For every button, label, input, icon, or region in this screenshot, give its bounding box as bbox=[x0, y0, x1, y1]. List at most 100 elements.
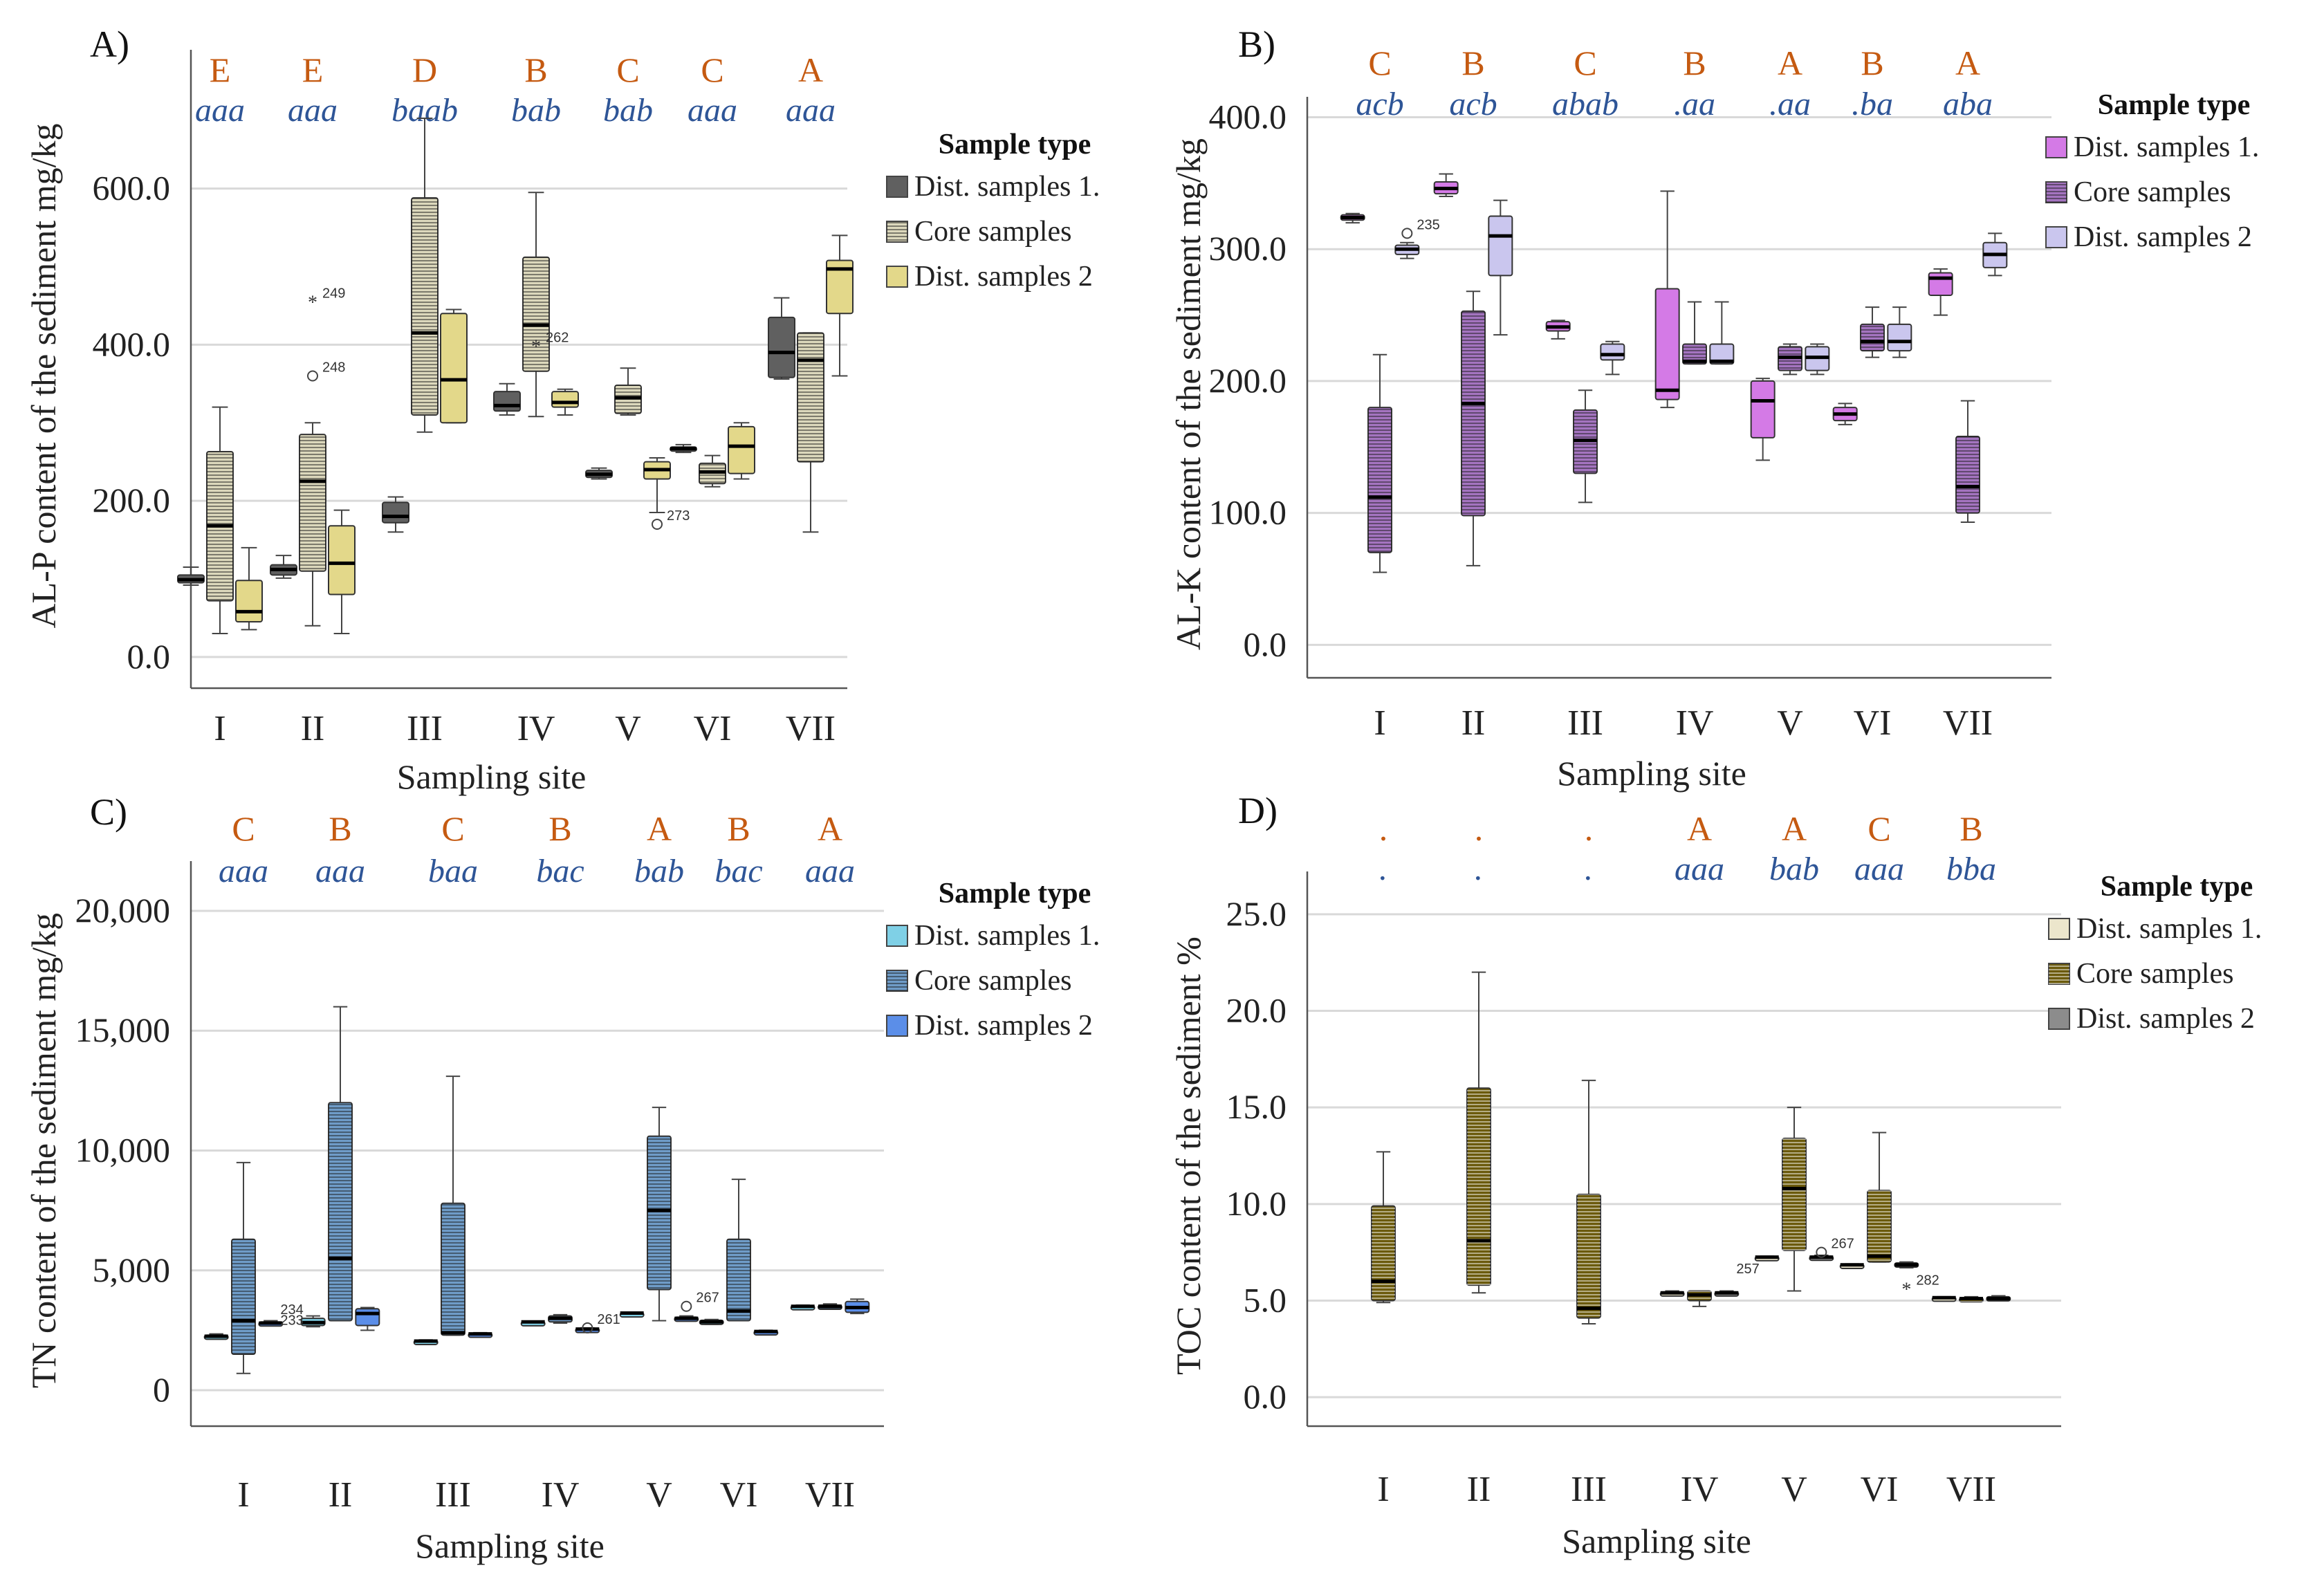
box-core-samples-iv bbox=[522, 192, 550, 418]
outlier-label: 234 bbox=[280, 1302, 303, 1318]
category-label-vi: VI bbox=[1861, 1470, 1899, 1509]
box-dist-samples-1--iv bbox=[520, 1320, 546, 1327]
box-core-samples-vii bbox=[1959, 1295, 1984, 1303]
box-body bbox=[493, 391, 521, 412]
outlier-label: 235 bbox=[1417, 217, 1439, 232]
outlier-label: 273 bbox=[667, 508, 690, 524]
legend-swatch bbox=[886, 266, 908, 288]
legend-label: Core samples bbox=[2074, 176, 2231, 208]
box-core-samples-ii bbox=[299, 422, 326, 627]
y-tick-label: 15,000 bbox=[75, 1010, 171, 1049]
box-dist-samples-1--ii bbox=[1433, 173, 1459, 197]
box-core-samples-v bbox=[647, 1107, 672, 1322]
legend-title: Sample type bbox=[2098, 89, 2251, 121]
sample-type-letters: bab bbox=[634, 853, 684, 889]
category-label-iii: III bbox=[1571, 1470, 1607, 1509]
category-label-ii: II bbox=[1467, 1470, 1491, 1509]
site-group-letter: A bbox=[798, 50, 823, 89]
sample-type-letters: aaa bbox=[315, 853, 365, 889]
site-group-letter: . bbox=[1379, 809, 1388, 848]
outlier-marker bbox=[1816, 1246, 1827, 1258]
category-label-ii: II bbox=[329, 1475, 353, 1515]
box-dist-samples-1--i bbox=[177, 566, 205, 587]
site-group-letter: B bbox=[727, 809, 750, 848]
box-core-samples-vi bbox=[699, 454, 726, 488]
box-core-samples-v bbox=[614, 367, 642, 416]
box-body bbox=[382, 501, 409, 524]
box-dist-samples-2-iv bbox=[1714, 1290, 1740, 1297]
box-dist-samples-1--vi bbox=[699, 1318, 724, 1325]
sample-type-letters: bac bbox=[536, 853, 584, 889]
site-group-letter: C bbox=[616, 50, 639, 89]
box-hatch bbox=[299, 434, 326, 571]
category-label-vii: VII bbox=[805, 1475, 855, 1515]
box-dist-samples-2-ii bbox=[355, 1307, 380, 1331]
category-label-i: I bbox=[1374, 703, 1385, 743]
box-core-samples-iii bbox=[411, 118, 439, 433]
sample-type-letters: acb bbox=[1449, 86, 1497, 122]
box-dist-samples-1--iv bbox=[493, 382, 521, 416]
box-dist-samples-2-vii bbox=[826, 234, 854, 377]
box-hatch bbox=[1868, 1190, 1891, 1262]
category-label-i: I bbox=[1377, 1470, 1389, 1509]
y-axis-title: AL-K content of the sediment mg/kg bbox=[1169, 138, 1208, 650]
y-tick-label: 0.0 bbox=[127, 637, 171, 676]
site-group-letter: B bbox=[548, 809, 571, 848]
site-group-letter: B bbox=[1683, 44, 1706, 82]
box-dist-samples-2-iii bbox=[1600, 340, 1625, 376]
box-core-samples-ii bbox=[1466, 971, 1491, 1294]
site-group-letter: C bbox=[1868, 809, 1890, 848]
category-label-iii: III bbox=[407, 709, 443, 748]
outlier-label: 267 bbox=[1831, 1237, 1854, 1252]
box-dist-samples-1--vii bbox=[768, 297, 795, 380]
legend-label: Dist. samples 2 bbox=[2074, 221, 2252, 253]
sample-type-letters: .aa bbox=[1674, 86, 1715, 122]
box-dist-samples-2-vii bbox=[845, 1298, 870, 1315]
box-dist-samples-1--ii bbox=[300, 1315, 326, 1328]
box-hatch bbox=[412, 198, 438, 415]
legend-swatch bbox=[2048, 918, 2070, 940]
box-core-samples-ii bbox=[1461, 290, 1486, 566]
category-label-vii: VII bbox=[1943, 703, 1993, 743]
sample-type-letters: aaa bbox=[288, 92, 338, 129]
box-dist-samples-2-ii bbox=[328, 509, 356, 634]
box-core-samples-iii bbox=[1573, 389, 1598, 504]
sample-type-letters: aaa bbox=[1675, 851, 1724, 887]
y-tick-label: 200.0 bbox=[93, 481, 171, 519]
box-dist-samples-1--v bbox=[585, 467, 613, 480]
sample-type-letters: aaa bbox=[195, 92, 245, 129]
box-hatch bbox=[441, 1203, 465, 1336]
category-label-ii: II bbox=[1461, 703, 1486, 743]
sample-type-letters: aba bbox=[1943, 86, 1993, 122]
box-dist-samples-1--vi bbox=[1832, 403, 1858, 425]
outlier-marker: * bbox=[531, 337, 541, 358]
box-dist-samples-1--iii bbox=[382, 496, 409, 533]
outlier-marker bbox=[652, 518, 663, 530]
box-body bbox=[235, 580, 263, 623]
legend-swatch-hatch bbox=[2049, 963, 2069, 984]
legend-label: Dist. samples 1. bbox=[2076, 913, 2262, 945]
y-axis-title: AL-P content of the sediment mg/kg bbox=[24, 124, 63, 629]
site-group-letter: B bbox=[329, 809, 351, 848]
site-group-letter: A bbox=[1782, 809, 1807, 848]
box-core-samples-vi bbox=[1867, 1132, 1892, 1263]
box-dist-samples-1--i bbox=[1340, 212, 1365, 224]
category-label-v: V bbox=[646, 1475, 672, 1515]
y-tick-label: 0 bbox=[153, 1370, 170, 1409]
sample-type-letters: aaa bbox=[786, 92, 836, 129]
panel-label: D) bbox=[1238, 790, 1278, 831]
box-dist-samples-2-vi bbox=[1887, 306, 1912, 358]
category-label-iv: IV bbox=[517, 709, 555, 748]
box-hatch bbox=[797, 333, 824, 462]
box-hatch bbox=[1368, 407, 1392, 553]
legend-swatch bbox=[2045, 226, 2067, 248]
box-body bbox=[440, 313, 468, 424]
category-label-iii: III bbox=[435, 1475, 471, 1515]
outlier-label: 282 bbox=[1916, 1273, 1939, 1289]
box-dist-samples-2-iii bbox=[440, 308, 468, 424]
box-hatch bbox=[647, 1136, 671, 1290]
panel-label: C) bbox=[90, 791, 127, 833]
outlier-label: 248 bbox=[322, 360, 345, 376]
